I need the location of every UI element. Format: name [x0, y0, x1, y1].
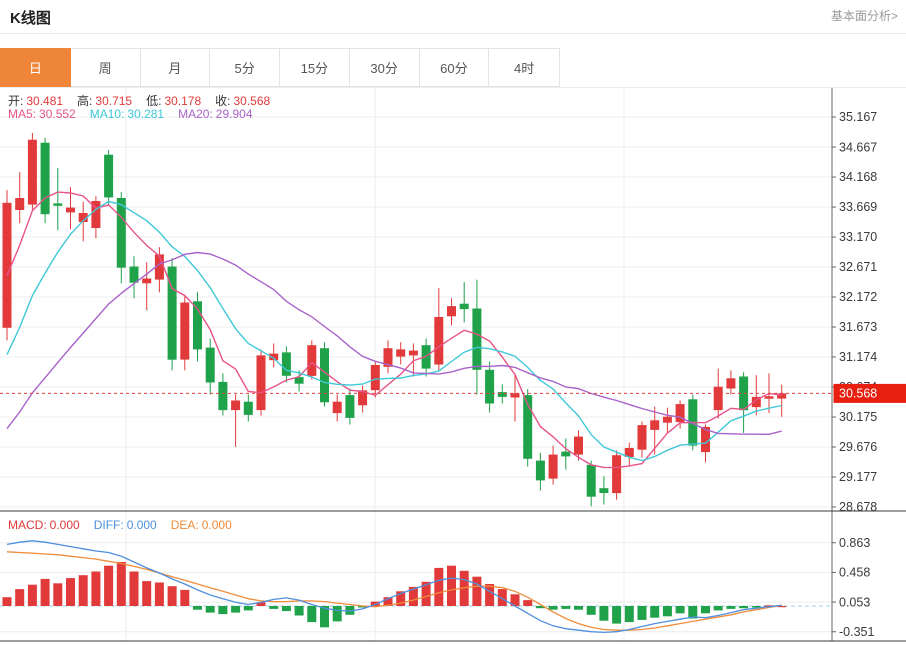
svg-text:0.458: 0.458	[839, 566, 870, 580]
tab-60分[interactable]: 60分	[420, 49, 490, 86]
tab-日[interactable]: 日	[0, 48, 71, 87]
svg-text:35.167: 35.167	[839, 110, 877, 124]
ohlc-legend-label: 收:	[215, 94, 231, 108]
page-title: K线图	[10, 10, 51, 27]
ma10-line	[6, 200, 782, 462]
tab-30分[interactable]: 30分	[350, 49, 420, 86]
svg-text:33.669: 33.669	[839, 200, 877, 214]
fundamental-analysis-link[interactable]: 基本面分析>	[830, 9, 898, 23]
chart-top-border	[0, 87, 906, 88]
ohlc-legend-label: 高:	[77, 94, 93, 108]
tab-4时[interactable]: 4时	[514, 61, 535, 76]
macd-legend-value: 0.000	[126, 518, 157, 532]
ohlc-legend-value: 30.178	[164, 94, 202, 108]
macd-legend-value: 0.000	[201, 518, 232, 532]
svg-text:-0.351: -0.351	[839, 625, 874, 639]
svg-text:0.863: 0.863	[839, 536, 870, 550]
ma5-line	[6, 191, 782, 469]
period-tabbar: 日周月 5分 15分 30分 60分 4时	[0, 48, 560, 87]
tab-15分[interactable]: 15分	[280, 49, 350, 86]
svg-text:31.174: 31.174	[839, 350, 877, 364]
svg-text:0.053: 0.053	[839, 595, 870, 609]
ma-legend: MA5: 30.552 MA10: 30.281 MA20: 29.904	[8, 107, 267, 121]
ohlc-legend-value: 30.715	[95, 94, 133, 108]
svg-text:34.667: 34.667	[839, 140, 877, 154]
ma-legend-value: 30.281	[127, 107, 165, 121]
dea-line	[6, 551, 782, 631]
current-price-tag: 30.568	[833, 383, 906, 403]
macd-legend-label: MACD:	[8, 518, 47, 532]
macd-histogram	[2, 562, 787, 628]
tab-月[interactable]: 月	[141, 49, 211, 86]
svg-text:32.172: 32.172	[839, 290, 877, 304]
ohlc-legend-value: 30.568	[233, 94, 271, 108]
tab-5分[interactable]: 5分	[210, 49, 280, 86]
ohlc-legend-label: 开:	[8, 94, 24, 108]
svg-text:30.175: 30.175	[839, 410, 877, 424]
diff-line	[6, 540, 782, 634]
ohlc-legend: 开: 30.481 高: 30.715 低: 30.178 收: 30.568	[8, 92, 284, 109]
kline-chart-area[interactable]: 35.167 34.667 34.168 33.669 33.170 32.671 32.1…	[0, 88, 906, 645]
kline-chart-svg[interactable]: 35.167 34.667 34.168 33.669 33.170 32.671 32.1…	[0, 88, 906, 645]
svg-text:28.678: 28.678	[839, 500, 877, 514]
svg-text:29.676: 29.676	[839, 440, 877, 454]
macd-legend: MACD: 0.000 DIFF: 0.000 DEA: 0.000	[8, 518, 246, 532]
ma20-line	[6, 251, 782, 436]
svg-text:30.568: 30.568	[839, 387, 877, 401]
macd-legend-label: DIFF:	[93, 518, 124, 532]
ma-legend-label: MA10:	[89, 107, 125, 121]
macd-legend-label: DEA:	[170, 518, 199, 532]
svg-text:33.170: 33.170	[839, 230, 877, 244]
svg-text:34.168: 34.168	[839, 170, 877, 184]
ohlc-legend-label: 低:	[146, 94, 162, 108]
price-axis: 35.167 34.667 34.168 33.669 33.170 32.671 32.1…	[831, 88, 877, 641]
tab-周[interactable]: 周	[71, 49, 141, 86]
ma-legend-value: 29.904	[215, 107, 253, 121]
macd-legend-value: 0.000	[49, 518, 80, 532]
svg-text:32.671: 32.671	[839, 260, 877, 274]
candles	[2, 133, 787, 507]
svg-text:29.177: 29.177	[839, 470, 877, 484]
ohlc-legend-value: 30.481	[26, 94, 64, 108]
ma-legend-label: MA5:	[8, 107, 37, 121]
ma-legend-value: 30.552	[39, 107, 76, 121]
ma-legend-label: MA20:	[178, 107, 213, 121]
header-divider	[0, 33, 906, 34]
svg-text:31.673: 31.673	[839, 320, 877, 334]
